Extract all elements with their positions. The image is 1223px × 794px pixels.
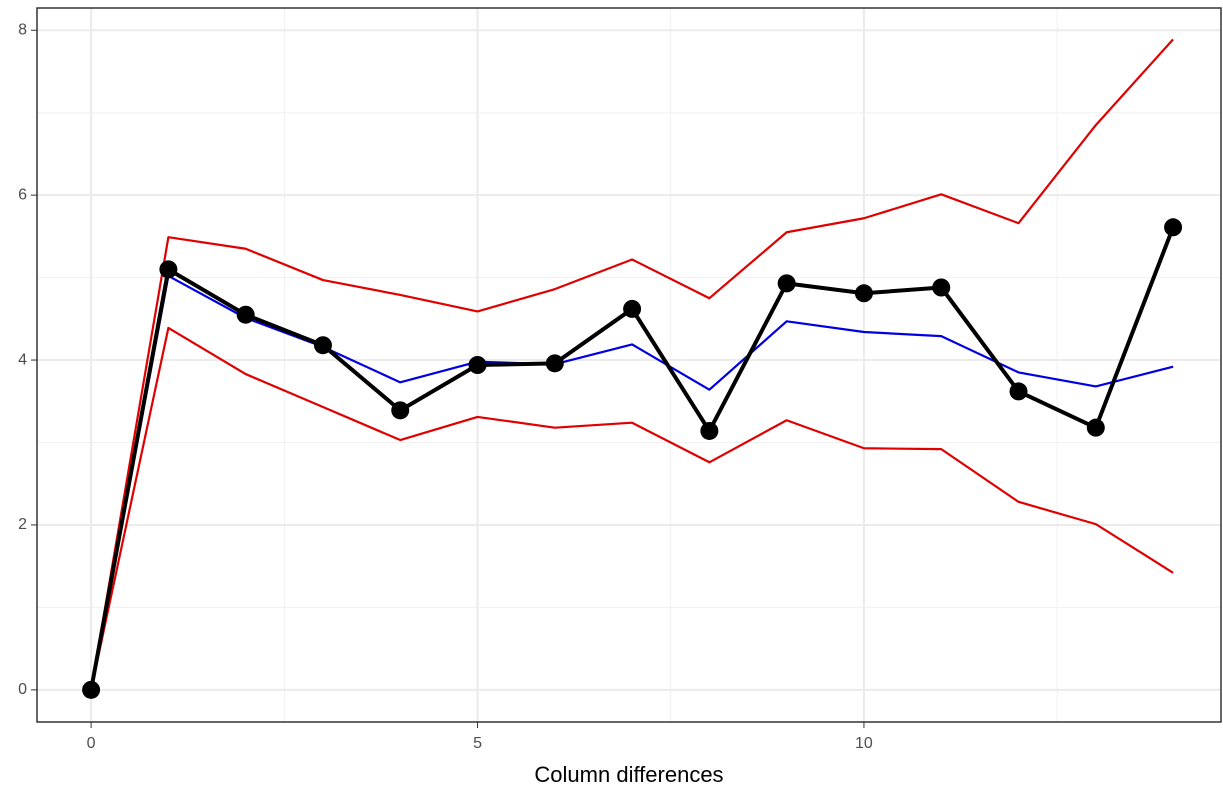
point bbox=[1086, 418, 1105, 437]
point bbox=[1009, 382, 1028, 401]
y-tick-label: 4 bbox=[18, 351, 27, 368]
y-tick-label: 0 bbox=[18, 681, 27, 698]
point bbox=[545, 354, 564, 373]
point bbox=[82, 680, 101, 699]
point bbox=[700, 421, 719, 440]
point bbox=[777, 274, 796, 293]
point bbox=[932, 278, 951, 297]
panel-border bbox=[36, 7, 1222, 723]
series-line bbox=[90, 38, 1174, 691]
x-axis-title: Column differences bbox=[534, 762, 723, 787]
x-tick-label: 5 bbox=[473, 735, 482, 752]
y-tick-label: 8 bbox=[18, 21, 27, 38]
series-line bbox=[90, 326, 1174, 691]
point bbox=[623, 299, 642, 318]
point bbox=[468, 356, 487, 374]
point bbox=[854, 284, 873, 303]
point bbox=[313, 336, 332, 355]
point bbox=[391, 401, 410, 420]
series-line bbox=[90, 274, 1174, 691]
y-tick-label: 6 bbox=[18, 186, 27, 203]
point bbox=[159, 260, 178, 279]
point bbox=[1164, 218, 1183, 237]
x-tick-label: 0 bbox=[87, 735, 96, 752]
y-tick-label: 2 bbox=[18, 516, 27, 533]
point bbox=[236, 305, 255, 324]
x-tick-label: 10 bbox=[855, 735, 873, 752]
